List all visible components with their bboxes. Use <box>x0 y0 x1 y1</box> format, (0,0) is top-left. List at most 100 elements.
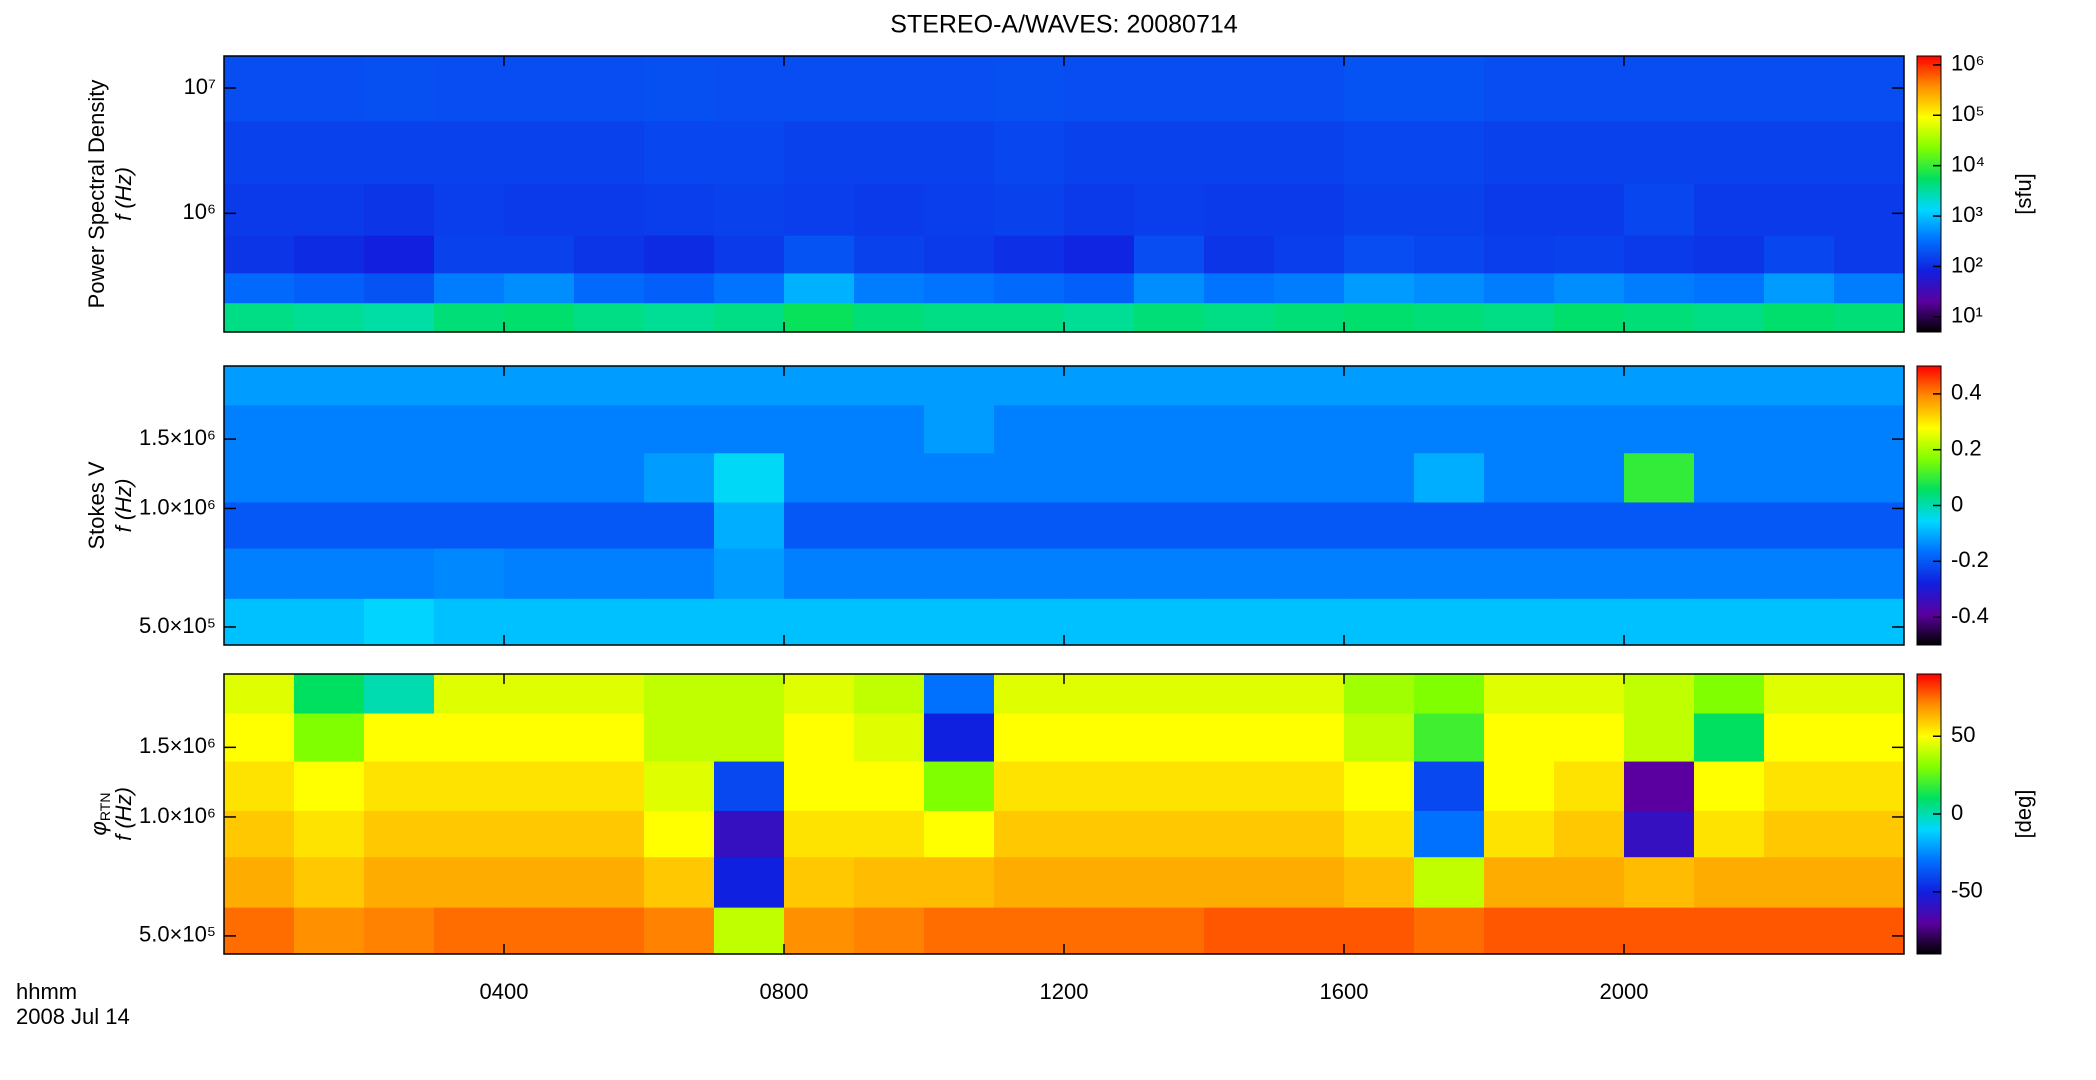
y-tick-label: 1.0×10⁶ <box>139 803 216 828</box>
heatmap-cell <box>644 598 715 645</box>
heatmap-cell <box>1134 501 1205 549</box>
heatmap-cell <box>224 907 295 954</box>
heatmap-cell <box>994 810 1065 858</box>
heatmap-cell <box>574 366 645 406</box>
heatmap-cell <box>1344 272 1415 304</box>
heatmap-cell <box>1624 302 1695 332</box>
heatmap-cell <box>714 183 785 236</box>
heatmap-cell <box>504 810 575 858</box>
heatmap-cell <box>1204 760 1275 811</box>
heatmap-cell <box>994 907 1065 954</box>
heatmap-cell <box>1554 366 1625 406</box>
heatmap-cell <box>1134 547 1205 599</box>
heatmap-cell <box>364 501 435 549</box>
heatmap-cell <box>1204 302 1275 332</box>
heatmap-cell <box>644 404 715 454</box>
heatmap-cell <box>1764 547 1835 599</box>
heatmap-cell <box>294 452 365 503</box>
heatmap-cell <box>1624 235 1695 274</box>
heatmap-cell <box>1484 547 1555 599</box>
heatmap-cell <box>1694 810 1765 858</box>
heatmap-cell <box>434 302 505 332</box>
heatmap-cell <box>1624 598 1695 645</box>
heatmap-cell <box>1134 235 1205 274</box>
heatmap-cell <box>224 404 295 454</box>
y-axis-label: Power Spectral Density <box>84 80 109 309</box>
heatmap <box>224 56 1904 332</box>
heatmap-cell <box>854 856 925 908</box>
y-axis-label: φRTN <box>86 793 113 836</box>
heatmap-cell <box>574 810 645 858</box>
heatmap-cell <box>1764 272 1835 304</box>
heatmap-cell <box>434 366 505 406</box>
heatmap-cell <box>1274 452 1345 503</box>
heatmap-cell <box>1204 366 1275 406</box>
heatmap-cell <box>854 907 925 954</box>
heatmap-cell <box>854 810 925 858</box>
heatmap-cell <box>644 452 715 503</box>
heatmap-cell <box>784 907 855 954</box>
heatmap-cell <box>1764 501 1835 549</box>
date-label: 2008 Jul 14 <box>16 1004 130 1029</box>
heatmap-cell <box>1274 404 1345 454</box>
heatmap-cell <box>574 907 645 954</box>
heatmap-cell <box>1064 56 1135 122</box>
heatmap-cell <box>1764 907 1835 954</box>
colorbar-tick-label: 0.4 <box>1951 380 1982 405</box>
heatmap-cell <box>644 302 715 332</box>
colorbar-label: [sfu] <box>2011 173 2036 215</box>
colorbar-tick-label: 10⁴ <box>1951 151 1985 176</box>
heatmap-cell <box>784 452 855 503</box>
colorbar-tick-label: 0 <box>1951 800 1963 825</box>
heatmap-cell <box>994 302 1065 332</box>
heatmap-cell <box>1834 907 1904 954</box>
colorbar <box>1916 55 1942 333</box>
heatmap-cell <box>1064 501 1135 549</box>
heatmap-cell <box>574 120 645 185</box>
heatmap-cell <box>924 907 995 954</box>
heatmap-cell <box>714 547 785 599</box>
heatmap-cell <box>854 501 925 549</box>
heatmap-cell <box>784 183 855 236</box>
heatmap-cell <box>714 674 785 714</box>
heatmap-cell <box>1064 183 1135 236</box>
heatmap-cell <box>1064 366 1135 406</box>
heatmap-cell <box>1694 712 1765 762</box>
heatmap-cell <box>644 272 715 304</box>
heatmap-cell <box>784 810 855 858</box>
heatmap-cell <box>644 760 715 811</box>
heatmap-cell <box>1204 56 1275 122</box>
heatmap-cell <box>1484 56 1555 122</box>
heatmap-cell <box>1064 452 1135 503</box>
heatmap-cell <box>1414 674 1485 714</box>
heatmap-cell <box>1414 120 1485 185</box>
x-tick-label: 1200 <box>1040 979 1089 1004</box>
heatmap-cell <box>1274 856 1345 908</box>
heatmap-cell <box>1414 235 1485 274</box>
heatmap-cell <box>504 712 575 762</box>
y-tick-label: 5.0×10⁵ <box>139 922 216 947</box>
heatmap-cell <box>1694 120 1765 185</box>
heatmap-cell <box>1554 598 1625 645</box>
heatmap-cell <box>784 272 855 304</box>
heatmap-cell <box>1204 856 1275 908</box>
heatmap-cell <box>1694 856 1765 908</box>
heatmap-cell <box>1064 302 1135 332</box>
heatmap-cell <box>434 183 505 236</box>
heatmap-cell <box>574 501 645 549</box>
heatmap-cell <box>1204 235 1275 274</box>
heatmap-cell <box>1554 760 1625 811</box>
heatmap-cell <box>434 120 505 185</box>
y-axis-label-main: φ <box>86 821 111 835</box>
heatmap-cell <box>434 760 505 811</box>
heatmap-cell <box>434 452 505 503</box>
heatmap-cell <box>854 183 925 236</box>
heatmap-cell <box>1554 302 1625 332</box>
heatmap-cell <box>994 235 1065 274</box>
heatmap-cell <box>574 712 645 762</box>
heatmap-cell <box>224 120 295 185</box>
heatmap-cell <box>1064 598 1135 645</box>
heatmap-cell <box>1204 404 1275 454</box>
heatmap-cell <box>1484 907 1555 954</box>
